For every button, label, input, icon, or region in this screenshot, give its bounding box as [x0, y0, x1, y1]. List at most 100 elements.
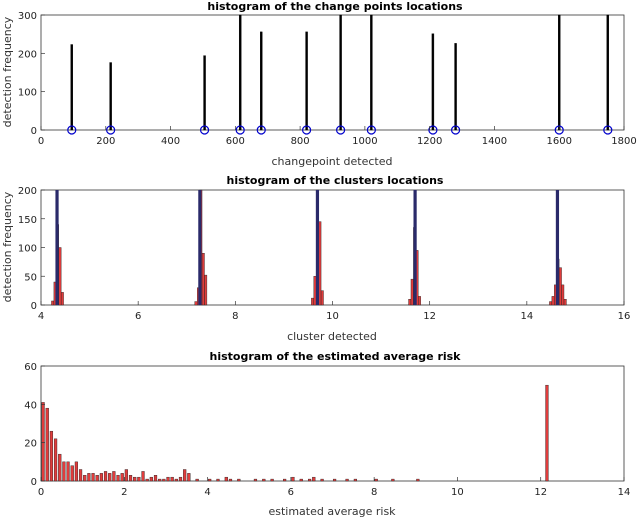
histogram-bar — [178, 476, 183, 482]
x-tick-label: 400 — [161, 136, 180, 147]
x-tick-label: 16 — [618, 311, 631, 322]
histogram-bar — [194, 301, 198, 306]
changepoint-marker — [428, 125, 438, 135]
histogram-bar — [606, 14, 610, 131]
histogram-bar — [174, 478, 178, 482]
x-tick-label: 1800 — [611, 136, 636, 147]
histogram-bar — [187, 473, 191, 482]
panel-1-y-ticks: 0 100 200 300 — [18, 11, 45, 137]
panel-1-plot-area — [40, 14, 625, 131]
histogram-bar — [391, 478, 395, 482]
changepoint-marker — [106, 125, 116, 135]
histogram-bar — [153, 475, 158, 482]
y-tick-label: 0 — [31, 126, 37, 137]
x-tick-label: 1600 — [546, 136, 571, 147]
histogram-bar — [141, 471, 145, 482]
histogram-bar — [320, 478, 324, 482]
panel-1-y-label: detection frequency — [1, 16, 14, 127]
histogram-bar — [120, 473, 124, 482]
y-tick-label: 150 — [18, 215, 37, 226]
histogram-bar — [551, 296, 555, 306]
y-tick-label: 300 — [18, 11, 37, 22]
changepoint-marker — [335, 125, 346, 135]
x-tick-label: 4 — [38, 311, 44, 322]
histogram-bar — [374, 478, 378, 482]
histogram-bar — [58, 247, 62, 306]
histogram-bar — [558, 267, 562, 306]
panel-1-x-ticks: 0 200 400 600 800 1000 1200 1400 1600 1800 — [38, 126, 637, 147]
histogram-bar — [145, 478, 149, 482]
histogram-bar — [320, 290, 324, 306]
histogram-bar — [545, 384, 549, 482]
x-tick-label: 10 — [451, 487, 464, 498]
histogram-bar — [149, 476, 153, 482]
histogram-bar — [370, 14, 373, 131]
histogram-bar — [262, 478, 266, 482]
histogram-bar — [109, 62, 112, 131]
histogram-bar — [312, 476, 316, 482]
histogram-bar — [204, 274, 208, 306]
x-tick-label: 800 — [291, 136, 310, 147]
x-tick-label: 14 — [618, 487, 631, 498]
histogram-bar — [216, 478, 220, 482]
panel-2-plot-area — [40, 189, 625, 306]
histogram-bar — [431, 33, 435, 131]
x-tick-label: 8 — [371, 487, 377, 498]
panel-2-title: histogram of the clusters locations — [227, 174, 444, 187]
histogram-bar — [291, 476, 295, 482]
y-tick-label: 40 — [24, 400, 37, 411]
histogram-bar — [112, 471, 116, 482]
histogram-bar — [270, 478, 274, 482]
histogram-bar — [195, 478, 199, 482]
changepoint-marker — [301, 125, 312, 135]
panel-3-x-ticks: 0 2 4 6 8 10 12 14 — [38, 477, 631, 498]
changepoint-marker — [199, 125, 210, 135]
x-tick-label: 12 — [423, 311, 436, 322]
y-tick-label: 100 — [18, 244, 37, 255]
histogram-bar — [345, 478, 349, 482]
histogram-bar — [74, 461, 78, 482]
changepoint-marker — [235, 125, 245, 135]
histogram-bar — [41, 402, 45, 482]
x-tick-label: 2 — [121, 487, 127, 498]
histogram-bar — [307, 478, 312, 482]
histogram-bar — [170, 476, 174, 482]
y-tick-label: 0 — [31, 477, 37, 488]
y-tick-label: 100 — [18, 88, 37, 99]
panel-3-x-label: estimated average risk — [268, 505, 396, 518]
histogram-bar — [62, 461, 66, 482]
panel-3-y-ticks: 0 20 40 60 — [24, 362, 45, 488]
histogram-bar — [203, 55, 206, 131]
histogram-bar — [299, 478, 303, 482]
histogram-bar — [95, 475, 99, 482]
y-tick-label: 50 — [24, 272, 37, 283]
panel-3-title: histogram of the estimated average risk — [210, 350, 462, 363]
histogram-bar — [70, 44, 73, 131]
histogram-bar — [87, 473, 91, 482]
changepoint-marker — [603, 125, 613, 135]
histogram-bar — [224, 476, 228, 482]
panel-risk: histogram of the estimated average risk … — [24, 350, 630, 518]
x-tick-label: 200 — [96, 136, 115, 147]
y-tick-label: 200 — [18, 49, 37, 60]
x-tick-label: 0 — [38, 136, 44, 147]
histogram-bar — [353, 478, 358, 482]
changepoint-marker — [67, 125, 77, 135]
panel-clusters: histogram of the clusters locations 4 6 8 1… — [1, 174, 630, 343]
panel-1-x-label: changepoint detected — [272, 155, 393, 168]
changepoint-marker — [450, 125, 461, 135]
histogram-bar — [408, 299, 412, 306]
x-tick-label: 1200 — [417, 136, 442, 147]
changepoint-marker — [256, 125, 266, 135]
x-tick-label: 10 — [326, 311, 339, 322]
histogram-bar — [83, 475, 87, 482]
histogram-bar — [166, 476, 170, 482]
changepoint-marker — [366, 125, 376, 135]
histogram-bar — [49, 430, 54, 482]
x-tick-label: 6 — [135, 311, 141, 322]
histogram-bar — [558, 14, 561, 131]
y-tick-label: 60 — [24, 362, 37, 373]
histogram-bar — [332, 478, 337, 482]
histogram-bar — [58, 453, 62, 482]
panel-3-plot-area — [40, 365, 625, 482]
